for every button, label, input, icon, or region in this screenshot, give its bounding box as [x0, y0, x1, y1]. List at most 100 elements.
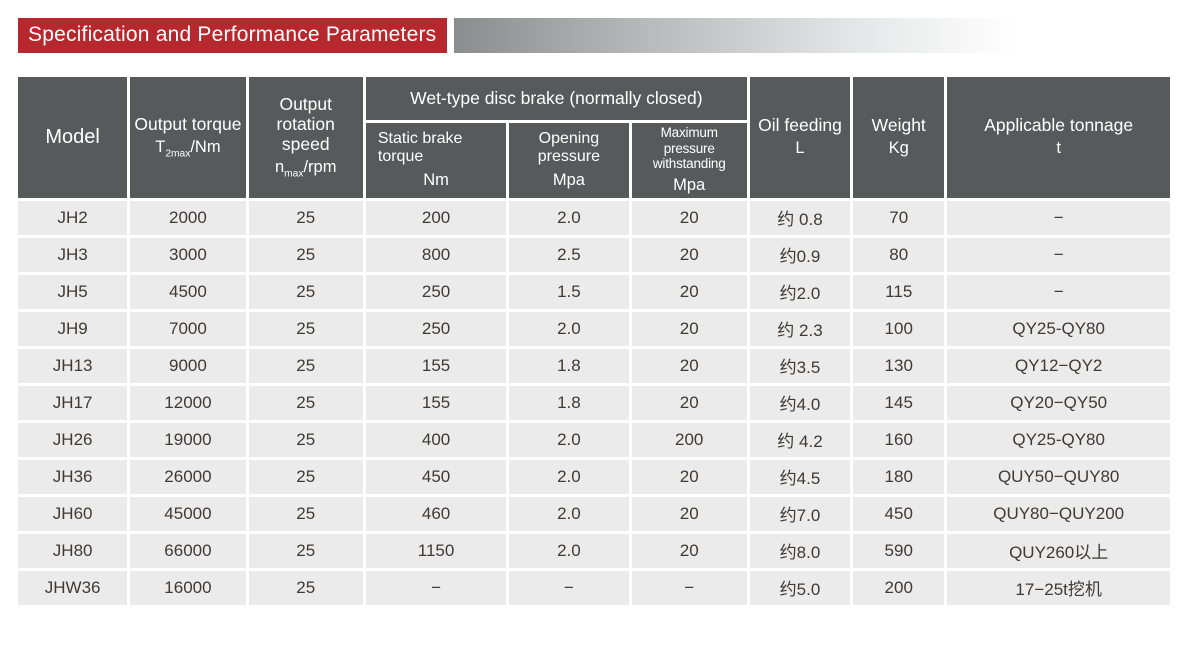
- cell-output-torque: 66000: [127, 530, 249, 571]
- cell-weight: 100: [850, 308, 948, 349]
- cell-oil-feeding: 约3.5: [746, 345, 854, 386]
- cell-oil-feeding: 约8.0: [746, 530, 854, 571]
- cell-output-torque: 12000: [127, 382, 249, 423]
- col-header-oil-feeding-unit: L: [795, 139, 805, 158]
- cell-rotation-speed: 25: [245, 197, 366, 238]
- cell-opening-pressure: 1.8: [506, 345, 632, 386]
- col-header-opening-pressure-unit: Mpa: [552, 170, 585, 189]
- cell-oil-feeding: 约 0.8: [746, 197, 854, 238]
- cell-applicable-tonnage: QY20−QY50: [944, 382, 1173, 423]
- cell-applicable-tonnage: QY25-QY80: [944, 419, 1173, 460]
- col-header-max-pressure: Maximum pressure withstanding Mpa: [628, 120, 750, 201]
- cell-output-torque: 7000: [127, 308, 249, 349]
- cell-opening-pressure: 2.0: [506, 456, 632, 497]
- col-header-rotation-speed-label: Output rotation speed: [276, 94, 335, 155]
- table-row: JH13 9000 25 155 1.8 20 约3.5 130 QY12−QY…: [14, 345, 1173, 386]
- cell-model: JH2: [14, 197, 131, 238]
- cell-static-brake-torque: 250: [362, 271, 510, 312]
- cell-output-torque: 9000: [127, 345, 249, 386]
- cell-opening-pressure: 1.5: [506, 271, 632, 312]
- col-header-output-torque-label: Output torque: [134, 114, 242, 135]
- cell-oil-feeding: 约 4.2: [746, 419, 854, 460]
- cell-max-pressure: −: [628, 567, 750, 608]
- cell-applicable-tonnage: QY25-QY80: [944, 308, 1173, 349]
- table-row: JH3 3000 25 800 2.5 20 约0.9 80 −: [14, 234, 1173, 275]
- cell-opening-pressure: 2.0: [506, 197, 632, 238]
- cell-max-pressure: 200: [628, 419, 750, 460]
- cell-opening-pressure: −: [506, 567, 632, 608]
- cell-oil-feeding: 约5.0: [746, 567, 854, 608]
- cell-max-pressure: 20: [628, 308, 750, 349]
- cell-model: JH13: [14, 345, 131, 386]
- cell-weight: 70: [850, 197, 948, 238]
- cell-model: JH80: [14, 530, 131, 571]
- cell-applicable-tonnage: −: [944, 197, 1173, 238]
- cell-oil-feeding: 约7.0: [746, 493, 854, 534]
- cell-opening-pressure: 2.5: [506, 234, 632, 275]
- cell-max-pressure: 20: [628, 493, 750, 534]
- table-row: JH2 2000 25 200 2.0 20 约 0.8 70 −: [14, 197, 1173, 238]
- cell-rotation-speed: 25: [245, 419, 366, 460]
- cell-model: JH9: [14, 308, 131, 349]
- cell-opening-pressure: 2.0: [506, 419, 632, 460]
- cell-weight: 130: [850, 345, 948, 386]
- table-row: JH17 12000 25 155 1.8 20 约4.0 145 QY20−Q…: [14, 382, 1173, 423]
- cell-applicable-tonnage: QY12−QY2: [944, 345, 1173, 386]
- col-header-static-brake-label: Static brake torque: [377, 129, 463, 166]
- cell-static-brake-torque: 800: [362, 234, 510, 275]
- table-row: JH60 45000 25 460 2.0 20 约7.0 450 QUY80−…: [14, 493, 1173, 534]
- cell-rotation-speed: 25: [245, 567, 366, 608]
- cell-applicable-tonnage: QUY260以上: [944, 530, 1173, 571]
- cell-oil-feeding: 约0.9: [746, 234, 854, 275]
- col-header-model-label: Model: [45, 125, 100, 148]
- spec-table: Model Output torque T2max/Nm Output rota…: [14, 74, 1173, 608]
- cell-rotation-speed: 25: [245, 234, 366, 275]
- cell-output-torque: 3000: [127, 234, 249, 275]
- cell-model: JH36: [14, 456, 131, 497]
- table-row: JH80 66000 25 1150 2.0 20 约8.0 590 QUY26…: [14, 530, 1173, 571]
- cell-model: JH60: [14, 493, 131, 534]
- col-header-weight-label: Weight: [871, 115, 926, 136]
- col-header-weight-unit: Kg: [888, 139, 909, 158]
- cell-rotation-speed: 25: [245, 271, 366, 312]
- col-header-max-pressure-unit: Mpa: [673, 175, 706, 194]
- cell-output-torque: 4500: [127, 271, 249, 312]
- cell-applicable-tonnage: −: [944, 271, 1173, 312]
- cell-output-torque: 26000: [127, 456, 249, 497]
- cell-max-pressure: 20: [628, 345, 750, 386]
- col-header-rotation-speed-unit: nmax/rpm: [274, 158, 337, 180]
- cell-rotation-speed: 25: [245, 382, 366, 423]
- page-header: Specification and Performance Parameters: [18, 18, 1015, 53]
- cell-static-brake-torque: −: [362, 567, 510, 608]
- cell-weight: 80: [850, 234, 948, 275]
- cell-output-torque: 2000: [127, 197, 249, 238]
- cell-oil-feeding: 约4.5: [746, 456, 854, 497]
- cell-applicable-tonnage: QUY80−QUY200: [944, 493, 1173, 534]
- col-header-oil-feeding-label: Oil feeding: [758, 115, 842, 136]
- cell-model: JH17: [14, 382, 131, 423]
- page-title: Specification and Performance Parameters: [18, 18, 448, 53]
- cell-opening-pressure: 1.8: [506, 382, 632, 423]
- table-row: JH9 7000 25 250 2.0 20 约 2.3 100 QY25-QY…: [14, 308, 1173, 349]
- cell-weight: 590: [850, 530, 948, 571]
- cell-max-pressure: 20: [628, 271, 750, 312]
- cell-rotation-speed: 25: [245, 456, 366, 497]
- cell-weight: 450: [850, 493, 948, 534]
- cell-opening-pressure: 2.0: [506, 530, 632, 571]
- col-header-static-brake-unit: Nm: [423, 170, 449, 189]
- cell-applicable-tonnage: QUY50−QUY80: [944, 456, 1173, 497]
- table-body: JH2 2000 25 200 2.0 20 约 0.8 70 − JH3 30…: [14, 197, 1173, 608]
- cell-weight: 115: [850, 271, 948, 312]
- cell-rotation-speed: 25: [245, 493, 366, 534]
- col-header-opening-pressure: Opening pressure Mpa: [506, 120, 632, 201]
- col-group-disc-brake: Wet-type disc brake (normally closed): [362, 74, 750, 123]
- cell-applicable-tonnage: 17−25t挖机: [944, 567, 1173, 608]
- col-header-static-brake: Static brake torque Nm: [362, 120, 510, 201]
- cell-rotation-speed: 25: [245, 308, 366, 349]
- col-header-rotation-speed: Output rotation speed nmax/rpm: [245, 74, 366, 201]
- cell-oil-feeding: 约4.0: [746, 382, 854, 423]
- cell-max-pressure: 20: [628, 234, 750, 275]
- cell-applicable-tonnage: −: [944, 234, 1173, 275]
- cell-model: JHW36: [14, 567, 131, 608]
- cell-model: JH3: [14, 234, 131, 275]
